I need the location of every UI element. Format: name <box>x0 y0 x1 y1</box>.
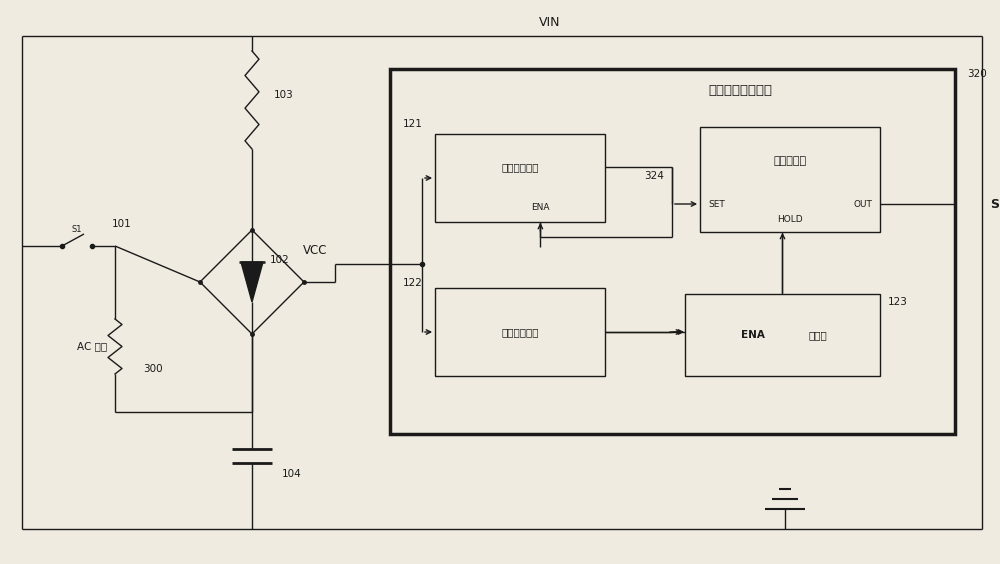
Text: 103: 103 <box>274 90 294 100</box>
Text: 计时器: 计时器 <box>808 330 827 340</box>
Text: 324: 324 <box>644 171 664 181</box>
Text: HOLD: HOLD <box>777 215 803 224</box>
Text: 状态寄存器: 状态寄存器 <box>773 156 807 166</box>
Text: VIN: VIN <box>539 16 561 29</box>
Text: ENA: ENA <box>741 330 765 340</box>
Polygon shape <box>241 262 263 302</box>
Text: AC 输入: AC 输入 <box>77 341 107 351</box>
Text: S1: S1 <box>72 226 82 235</box>
Text: ENA: ENA <box>531 204 550 213</box>
Text: 320: 320 <box>967 69 987 79</box>
Text: SET: SET <box>708 200 725 209</box>
Text: 101: 101 <box>112 219 132 229</box>
Text: OUT: OUT <box>853 200 872 209</box>
Text: 300: 300 <box>143 364 163 374</box>
Bar <box>435 288 605 376</box>
Text: 104: 104 <box>282 469 302 479</box>
Text: SROUT: SROUT <box>990 197 1000 210</box>
Text: 掉电检测电路: 掉电检测电路 <box>501 327 539 337</box>
Bar <box>700 127 880 232</box>
Bar <box>390 69 955 434</box>
Text: 上电检测电路: 上电检测电路 <box>501 162 539 173</box>
Text: VCC: VCC <box>302 244 327 257</box>
Text: 121: 121 <box>403 119 423 129</box>
Text: 102: 102 <box>270 255 290 265</box>
Bar <box>435 134 605 222</box>
Text: 开关操作识别电路: 开关操作识别电路 <box>708 85 772 98</box>
Bar <box>685 294 880 376</box>
Text: 122: 122 <box>403 278 423 288</box>
Text: 123: 123 <box>888 297 908 307</box>
